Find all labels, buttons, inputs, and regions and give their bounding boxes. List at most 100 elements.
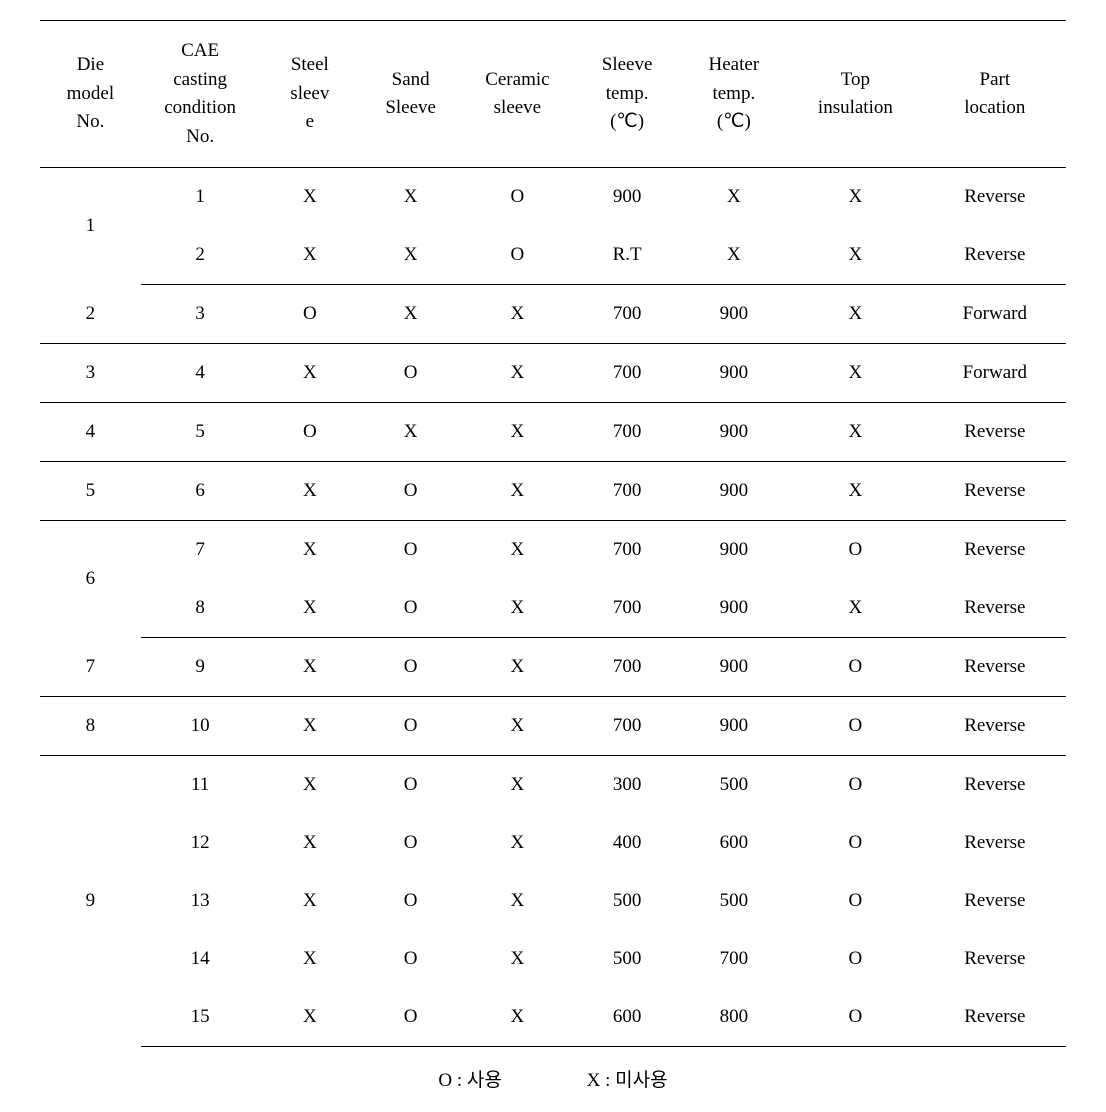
cell-sleeve-temp: 700 <box>574 462 681 521</box>
table-row: 13XOX500500OReverse <box>40 872 1066 930</box>
cell-steel-sleeve: O <box>259 403 360 462</box>
cell-steel-sleeve: X <box>259 168 360 227</box>
cell-die-model: 8 <box>40 697 141 756</box>
cell-sand-sleeve: O <box>360 814 461 872</box>
cell-part-location: Reverse <box>924 988 1066 1047</box>
cell-sand-sleeve: O <box>360 872 461 930</box>
cell-steel-sleeve: X <box>259 579 360 638</box>
cell-sleeve-temp: 300 <box>574 756 681 815</box>
cell-steel-sleeve: X <box>259 521 360 580</box>
cell-ceramic-sleeve: X <box>461 462 574 521</box>
table-body: 11XXO900XXReverse2XXOR.TXXReverse23OXX70… <box>40 168 1066 1047</box>
cell-steel-sleeve: O <box>259 285 360 344</box>
col-header-8: Partlocation <box>924 21 1066 168</box>
table-row: 8XOX700900XReverse <box>40 579 1066 638</box>
cell-heater-temp: 800 <box>680 988 787 1047</box>
cell-die-model: 4 <box>40 403 141 462</box>
cell-steel-sleeve: X <box>259 344 360 403</box>
cell-ceramic-sleeve: X <box>461 285 574 344</box>
cell-part-location: Reverse <box>924 521 1066 580</box>
legend: O : 사용 X : 미사용 <box>40 1065 1066 1092</box>
cell-part-location: Forward <box>924 344 1066 403</box>
cell-ceramic-sleeve: X <box>461 930 574 988</box>
cell-ceramic-sleeve: X <box>461 344 574 403</box>
cell-sleeve-temp: 700 <box>574 638 681 697</box>
table-row: 911XOX300500OReverse <box>40 756 1066 815</box>
cell-ceramic-sleeve: O <box>461 168 574 227</box>
cell-condition-no: 14 <box>141 930 260 988</box>
cell-heater-temp: 900 <box>680 521 787 580</box>
cell-sand-sleeve: O <box>360 579 461 638</box>
cell-top-insulation: O <box>787 756 923 815</box>
cell-sand-sleeve: X <box>360 168 461 227</box>
cell-sand-sleeve: O <box>360 930 461 988</box>
cell-top-insulation: X <box>787 168 923 227</box>
cell-heater-temp: 600 <box>680 814 787 872</box>
cell-sleeve-temp: 700 <box>574 521 681 580</box>
cell-die-model: 7 <box>40 638 141 697</box>
cell-sleeve-temp: 900 <box>574 168 681 227</box>
cell-sand-sleeve: O <box>360 756 461 815</box>
cell-die-model: 9 <box>40 756 141 1047</box>
table-row: 67XOX700900OReverse <box>40 521 1066 580</box>
cell-die-model: 3 <box>40 344 141 403</box>
cell-ceramic-sleeve: X <box>461 697 574 756</box>
cell-sleeve-temp: 700 <box>574 285 681 344</box>
cell-top-insulation: X <box>787 285 923 344</box>
cell-condition-no: 4 <box>141 344 260 403</box>
cell-heater-temp: 900 <box>680 403 787 462</box>
cell-part-location: Reverse <box>924 462 1066 521</box>
cell-part-location: Reverse <box>924 930 1066 988</box>
cell-condition-no: 11 <box>141 756 260 815</box>
cell-heater-temp: 900 <box>680 579 787 638</box>
cell-condition-no: 1 <box>141 168 260 227</box>
cell-condition-no: 7 <box>141 521 260 580</box>
cell-sand-sleeve: O <box>360 988 461 1047</box>
cell-sleeve-temp: 700 <box>574 697 681 756</box>
cell-sleeve-temp: 700 <box>574 579 681 638</box>
col-header-2: Steelsleeve <box>259 21 360 168</box>
cell-heater-temp: X <box>680 226 787 285</box>
legend-x: X : 미사용 <box>587 1070 668 1091</box>
table-row: 12XOX400600OReverse <box>40 814 1066 872</box>
cell-sleeve-temp: 700 <box>574 403 681 462</box>
cell-sand-sleeve: O <box>360 638 461 697</box>
cell-heater-temp: 500 <box>680 756 787 815</box>
cell-top-insulation: O <box>787 638 923 697</box>
cell-ceramic-sleeve: X <box>461 988 574 1047</box>
cell-sand-sleeve: X <box>360 285 461 344</box>
cell-sand-sleeve: X <box>360 226 461 285</box>
cell-top-insulation: O <box>787 814 923 872</box>
col-header-1: CAEcastingconditionNo. <box>141 21 260 168</box>
cell-sleeve-temp: 600 <box>574 988 681 1047</box>
cell-top-insulation: X <box>787 462 923 521</box>
cell-sleeve-temp: 700 <box>574 344 681 403</box>
cell-sand-sleeve: O <box>360 697 461 756</box>
cell-top-insulation: X <box>787 579 923 638</box>
cell-steel-sleeve: X <box>259 756 360 815</box>
col-header-3: SandSleeve <box>360 21 461 168</box>
cell-steel-sleeve: X <box>259 930 360 988</box>
col-header-6: Heatertemp.(℃) <box>680 21 787 168</box>
cell-ceramic-sleeve: X <box>461 521 574 580</box>
legend-o: O : 사용 <box>438 1070 501 1091</box>
cell-heater-temp: X <box>680 168 787 227</box>
table-row: 23OXX700900XForward <box>40 285 1066 344</box>
col-header-4: Ceramicsleeve <box>461 21 574 168</box>
col-header-5: Sleevetemp.(℃) <box>574 21 681 168</box>
cell-heater-temp: 900 <box>680 697 787 756</box>
table-row: 14XOX500700OReverse <box>40 930 1066 988</box>
cell-ceramic-sleeve: X <box>461 403 574 462</box>
cell-sleeve-temp: 400 <box>574 814 681 872</box>
cell-ceramic-sleeve: X <box>461 872 574 930</box>
cell-part-location: Reverse <box>924 638 1066 697</box>
cell-steel-sleeve: X <box>259 988 360 1047</box>
cell-part-location: Reverse <box>924 168 1066 227</box>
cell-sleeve-temp: 500 <box>574 872 681 930</box>
cell-top-insulation: O <box>787 988 923 1047</box>
cell-condition-no: 8 <box>141 579 260 638</box>
cell-ceramic-sleeve: X <box>461 579 574 638</box>
cell-top-insulation: X <box>787 226 923 285</box>
cell-part-location: Reverse <box>924 403 1066 462</box>
col-header-0: DiemodelNo. <box>40 21 141 168</box>
